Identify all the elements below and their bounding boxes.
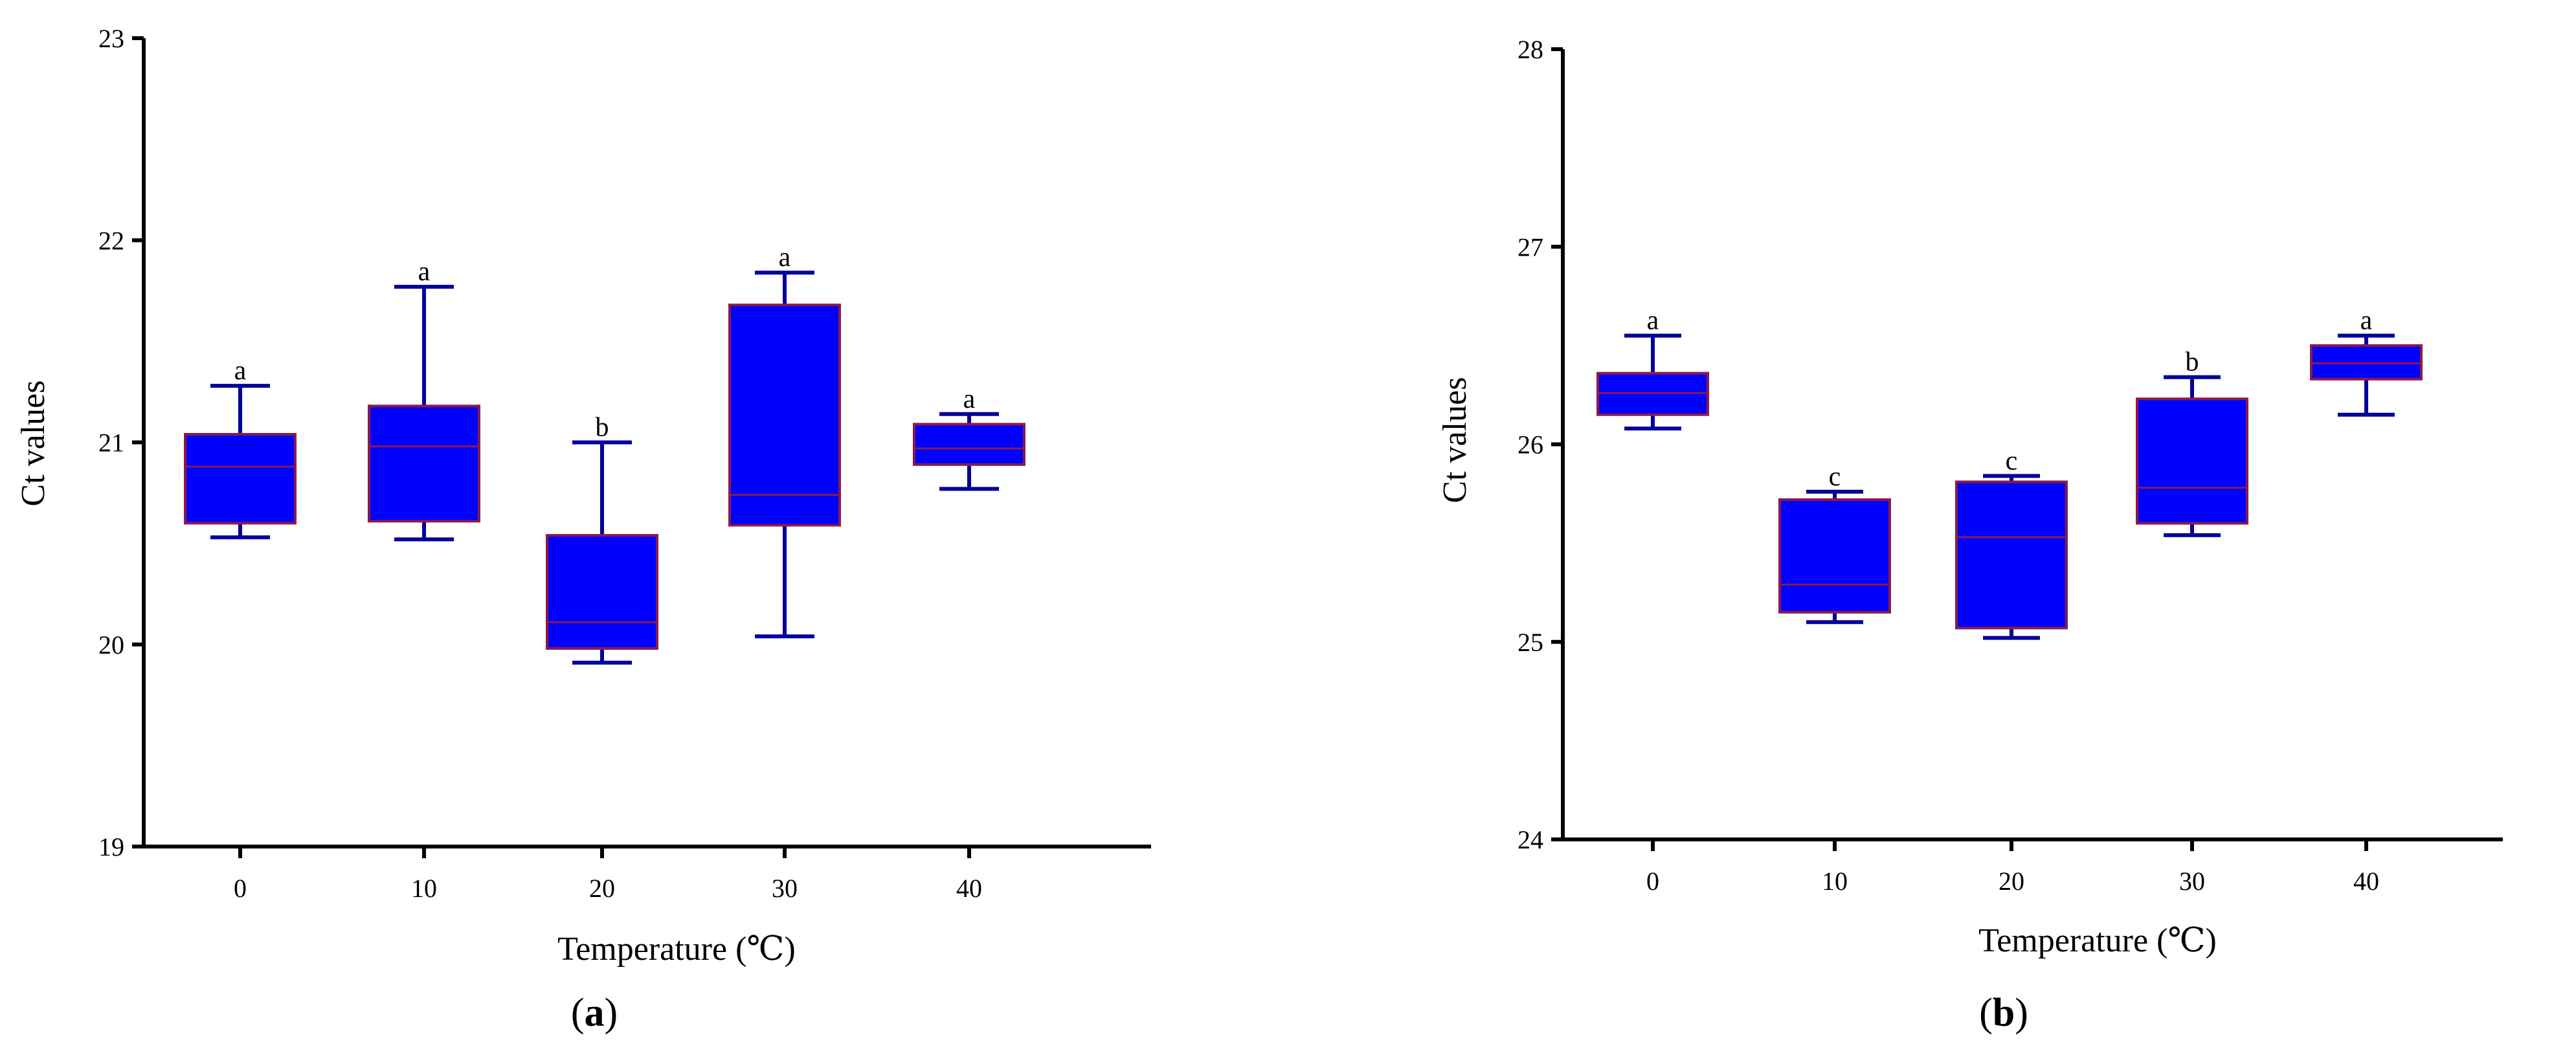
panel-b-y-tick-label: 24 — [1518, 825, 1543, 854]
panel-a-y-tick-label: 21 — [98, 428, 124, 458]
significance-letter: c — [1829, 462, 1841, 492]
significance-letter: a — [963, 384, 976, 414]
significance-letter: a — [779, 243, 791, 272]
panel-b-x-tick-label: 30 — [2179, 867, 2205, 896]
panel-b-label-letter: b — [1993, 991, 2015, 1035]
significance-letter: c — [2006, 446, 2018, 476]
panel-a-x-tick-label: 20 — [589, 874, 615, 903]
box-body — [1778, 498, 1891, 614]
significance-letter: b — [596, 413, 609, 443]
panel-a-label-open: ( — [571, 991, 585, 1035]
panel-a-x-tick-label: 30 — [772, 874, 798, 903]
box-body — [546, 534, 658, 650]
panel-b-y-tick-label: 27 — [1518, 232, 1543, 261]
panel-a-box-30: a — [728, 243, 841, 639]
panel-a-y-tick-label: 20 — [98, 630, 124, 659]
panel-a-box-0: a — [184, 356, 297, 540]
box-body — [2310, 344, 2423, 381]
panel-b-y-axis-title: Ct values — [1437, 377, 1473, 504]
box-body — [2136, 397, 2248, 525]
panel-a-x-tick-label: 40 — [956, 874, 982, 903]
panel-a-chart: 19 20 21 22 23 0 10 20 30 40 a a b a a Ct values Temp… — [15, 24, 1151, 1035]
box-body — [728, 304, 841, 527]
panel-a-label-close: ) — [605, 991, 618, 1035]
panel-a-boxes: a a b a a — [184, 243, 1025, 665]
panel-b-box-30: b — [2136, 348, 2248, 537]
panel-a-box-10: a — [368, 257, 480, 542]
box-body — [184, 433, 297, 525]
panel-b-axes: 24 25 26 27 28 0 10 20 30 40 — [1518, 35, 2503, 896]
panel-a-x-tick-label: 0 — [234, 874, 247, 903]
panel-b-x-tick-label: 10 — [1822, 867, 1848, 896]
panel-a-box-40: a — [913, 384, 1025, 491]
panel-b-label-close: ) — [2015, 991, 2028, 1035]
panel-b-x-tick-label: 20 — [1999, 867, 2024, 896]
panel-b-x-axis-title: Temperature (℃) — [1978, 922, 2217, 959]
panel-a-axes: 19 20 21 22 23 0 10 20 30 40 — [98, 24, 1151, 903]
panel-a-y-axis-title: Ct values — [15, 381, 52, 507]
panel-a-y-tick-label: 19 — [98, 832, 124, 861]
panel-a-x-axis-title: Temperature (℃) — [557, 931, 796, 968]
panel-a-x-tick-label: 10 — [411, 874, 437, 903]
panel-b-label: (b) — [1979, 991, 2028, 1035]
significance-letter: a — [234, 356, 247, 386]
box-body — [368, 405, 480, 523]
box-body — [913, 423, 1025, 466]
panel-b-y-tick-label: 25 — [1518, 628, 1543, 657]
box-body — [1596, 371, 1709, 416]
panel-a-box-20: b — [546, 413, 658, 665]
significance-letter: b — [2186, 348, 2199, 377]
panel-b-boxes: a c c b a — [1596, 306, 2423, 640]
panel-a-y-tick-label: 23 — [98, 24, 124, 53]
significance-letter: a — [1647, 306, 1659, 336]
panel-a-label: (a) — [571, 991, 618, 1035]
panel-b-chart: 24 25 26 27 28 0 10 20 30 40 a c c b a Ct values Temp… — [1437, 35, 2503, 1035]
significance-letter: a — [418, 257, 431, 287]
significance-letter: a — [2360, 306, 2373, 336]
panel-a-label-letter: a — [585, 991, 605, 1035]
panel-b-box-20: c — [1955, 446, 2068, 640]
panel-b-y-tick-label: 26 — [1518, 430, 1543, 460]
box-body — [1955, 480, 2068, 630]
panel-b-x-tick-label: 0 — [1646, 867, 1659, 896]
panel-b-box-40: a — [2310, 306, 2423, 417]
panel-b-y-tick-label: 28 — [1518, 35, 1543, 64]
panel-b-box-0: a — [1596, 306, 1709, 431]
panel-b-label-open: ( — [1979, 991, 1993, 1035]
panel-b-x-tick-label: 40 — [2353, 867, 2379, 896]
panel-b-box-10: c — [1778, 462, 1891, 625]
panel-a-y-tick-label: 22 — [98, 226, 124, 255]
